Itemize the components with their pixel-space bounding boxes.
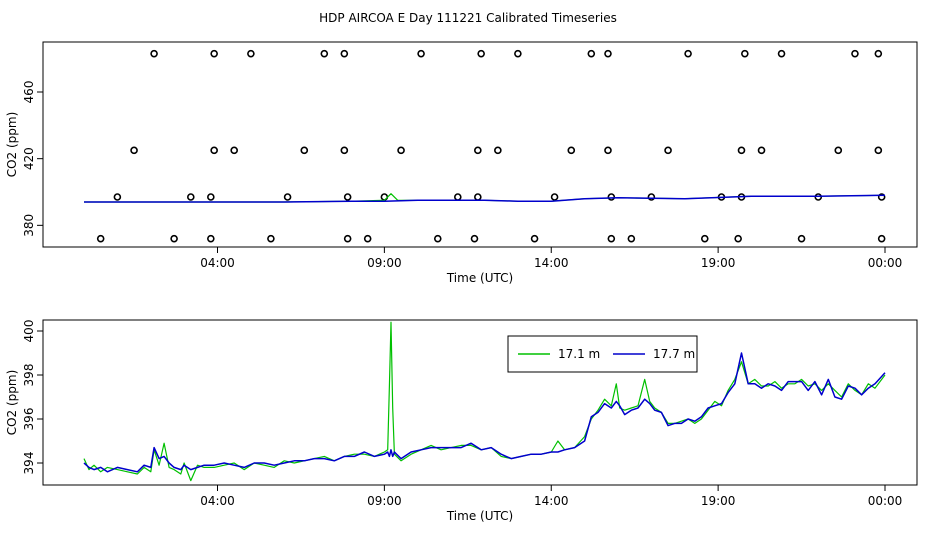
scatter-point — [777, 49, 786, 58]
scatter-point — [340, 49, 349, 58]
x-tick-label: 19:00 — [701, 256, 736, 270]
series-line-2 — [83, 352, 886, 473]
scatter-point — [494, 146, 502, 155]
scatter-point — [397, 146, 405, 155]
scatter-point — [587, 49, 596, 58]
scatter-point — [684, 49, 692, 58]
scatter-point — [320, 49, 329, 58]
x-tick-label: 14:00 — [534, 494, 569, 508]
scatter-point — [380, 193, 389, 201]
y-tick-label: 398 — [22, 364, 36, 387]
scatter-point — [627, 234, 636, 243]
scatter-point — [187, 193, 195, 201]
y-tick-label: 460 — [22, 81, 36, 104]
scatter-point — [113, 193, 122, 201]
scatter-point — [300, 146, 309, 155]
chart-title: HDP AIRCOA E Day 111221 Calibrated Times… — [319, 11, 617, 25]
scatter-point — [207, 234, 215, 243]
scatter-point — [700, 234, 709, 243]
series-line-2 — [84, 194, 886, 203]
y-tick-label: 380 — [22, 214, 36, 237]
scatter-point — [874, 146, 883, 155]
x-tick-label: 00:00 — [868, 494, 903, 508]
scatter-point — [474, 146, 482, 155]
plot-frame — [42, 41, 918, 248]
scatter-point — [604, 146, 612, 155]
scatter-point — [343, 234, 352, 243]
scatter-point — [514, 49, 522, 58]
scatter-point — [477, 49, 485, 58]
series-line-1 — [83, 321, 886, 482]
scatter-point — [874, 49, 883, 58]
scatter-point — [607, 193, 616, 201]
scatter-point — [453, 193, 462, 201]
scatter-point — [604, 49, 612, 58]
scatter-point — [530, 234, 539, 243]
scatter-point — [474, 193, 482, 201]
x-tick-label: 04:00 — [200, 256, 235, 270]
scatter-point — [343, 193, 352, 201]
scatter-point — [230, 146, 238, 155]
x-tick-label: 14:00 — [534, 256, 569, 270]
scatter-point — [363, 234, 372, 243]
scatter-point — [210, 146, 218, 155]
y-tick-label: 400 — [22, 320, 36, 343]
x-axis-label: Time (UTC) — [446, 509, 513, 523]
scatter-point — [417, 49, 425, 58]
top-panel: 04:00 09:00 14:00 19:00 00:00 380 420 460 Time (… — [5, 41, 918, 285]
y-axis-label: CO2 (ppm) — [5, 370, 19, 436]
scatter-point — [130, 146, 138, 155]
scatter-point — [664, 146, 672, 155]
scatter-point — [737, 146, 746, 155]
scatter-point — [647, 193, 656, 201]
bottom-panel: 04:00 09:00 14:00 19:00 00:00 394 396 398 400 Tim… — [5, 319, 918, 523]
x-tick-label: 04:00 — [200, 494, 235, 508]
y-tick-label: 396 — [22, 408, 36, 431]
x-tick-label: 00:00 — [868, 256, 903, 270]
y-axis-label: CO2 (ppm) — [5, 112, 19, 178]
y-tick-label: 394 — [22, 452, 36, 475]
legend-label: 17.7 m — [653, 347, 695, 361]
scatter-point — [607, 234, 616, 243]
scatter-point — [96, 234, 105, 243]
scatter-point — [877, 234, 886, 243]
scatter-point — [834, 146, 843, 155]
x-tick-label: 19:00 — [701, 494, 736, 508]
scatter-point — [267, 234, 275, 243]
scatter-point — [550, 193, 559, 201]
scatter-point — [734, 234, 742, 243]
x-tick-label: 09:00 — [367, 256, 402, 270]
scatter-point — [283, 193, 292, 201]
scatter-point — [150, 49, 158, 58]
scatter-point — [433, 234, 442, 243]
scatter-point — [877, 193, 886, 201]
x-axis-label: Time (UTC) — [446, 271, 513, 285]
scatter-point — [170, 234, 178, 243]
scatter-point — [247, 49, 255, 58]
scatter-point — [797, 234, 806, 243]
y-tick-label: 420 — [22, 147, 36, 170]
scatter-point — [340, 146, 349, 155]
scatter-point — [757, 146, 766, 155]
scatter-point — [851, 49, 859, 58]
scatter-point — [567, 146, 576, 155]
legend: 17.1 m 17.7 m — [507, 335, 698, 373]
x-tick-label: 09:00 — [367, 494, 402, 508]
scatter-point — [741, 49, 749, 58]
legend-label: 17.1 m — [558, 347, 600, 361]
scatter-point — [207, 193, 215, 201]
plot-frame — [42, 319, 918, 486]
scatter-point — [210, 49, 218, 58]
scatter-point — [814, 193, 823, 201]
scatter-point — [470, 234, 479, 243]
